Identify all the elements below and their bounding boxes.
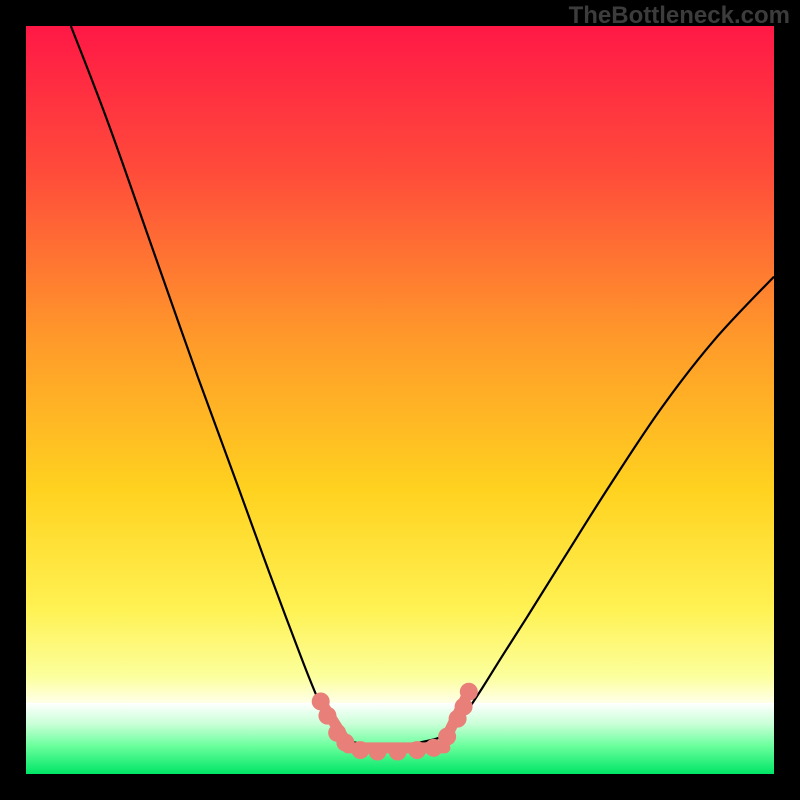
overlay-dot — [460, 683, 478, 701]
watermark-text: TheBottleneck.com — [569, 2, 790, 30]
overlay-dot — [438, 728, 456, 746]
chart-frame: TheBottleneck.com — [0, 0, 800, 800]
curve-layer — [0, 0, 800, 800]
overlay-dot — [408, 741, 426, 759]
overlay-dot — [318, 707, 336, 725]
bottleneck-curve — [71, 26, 774, 744]
overlay-dot — [389, 743, 407, 761]
overlay-dot — [369, 743, 387, 761]
overlay-dot — [351, 741, 369, 759]
